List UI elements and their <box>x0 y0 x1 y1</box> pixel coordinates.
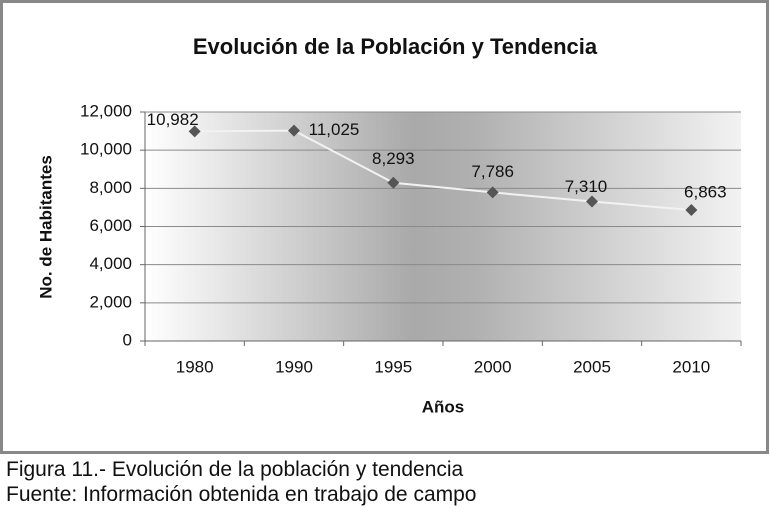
data-label: 6,863 <box>684 183 727 202</box>
x-tick-label: 2000 <box>474 357 512 376</box>
series-line <box>194 129 692 212</box>
chart-title: Evolución de la Población y Tendencia <box>193 34 598 59</box>
data-label: 7,310 <box>565 177 608 196</box>
x-tick-label: 2005 <box>573 357 611 376</box>
caption: Figura 11.- Evolución de la población y … <box>6 458 464 481</box>
data-point <box>387 176 400 189</box>
data-label: 7,786 <box>471 162 514 181</box>
x-tick-label: 1980 <box>176 357 214 376</box>
x-tick-label: 1995 <box>374 357 412 376</box>
data-point <box>685 204 698 217</box>
data-point <box>288 124 300 137</box>
caption: Fuente: Información obtenida en trabajo … <box>6 483 477 506</box>
y-axis-label: No. de Habitantes <box>36 155 55 299</box>
data-label: 10,982 <box>147 110 199 129</box>
data-point <box>486 186 499 199</box>
y-tick-label: 2,000 <box>89 292 132 311</box>
x-tick-label: 2010 <box>672 357 710 376</box>
y-tick-label: 12,000 <box>80 101 132 120</box>
data-label: 8,293 <box>372 149 415 168</box>
data-label: 11,025 <box>309 120 360 139</box>
y-tick-label: 4,000 <box>89 254 132 273</box>
x-tick-label: 1990 <box>275 357 313 376</box>
y-tick-label: 0 <box>123 330 132 349</box>
data-point <box>188 125 201 138</box>
x-axis-label: Años <box>422 397 465 416</box>
y-tick-label: 6,000 <box>89 216 132 235</box>
y-tick-label: 8,000 <box>89 178 132 197</box>
data-point <box>586 195 598 208</box>
y-tick-label: 10,000 <box>80 140 132 159</box>
